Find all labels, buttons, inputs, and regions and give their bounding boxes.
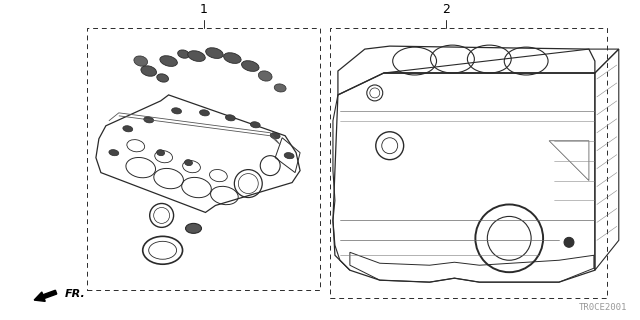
Ellipse shape	[172, 108, 182, 114]
Ellipse shape	[123, 126, 132, 132]
Text: 2: 2	[442, 4, 450, 16]
Text: TR0CE2001: TR0CE2001	[579, 303, 627, 312]
Ellipse shape	[241, 61, 259, 71]
Ellipse shape	[223, 53, 241, 63]
Ellipse shape	[157, 150, 164, 156]
Ellipse shape	[186, 223, 202, 233]
Text: 1: 1	[200, 4, 207, 16]
Ellipse shape	[184, 160, 193, 166]
Ellipse shape	[160, 56, 177, 66]
Ellipse shape	[157, 74, 168, 82]
Ellipse shape	[205, 48, 223, 59]
FancyArrow shape	[34, 290, 57, 301]
Ellipse shape	[188, 51, 205, 61]
Text: FR.: FR.	[65, 289, 86, 299]
Ellipse shape	[564, 237, 574, 247]
Ellipse shape	[274, 84, 286, 92]
Ellipse shape	[270, 133, 280, 139]
Ellipse shape	[144, 117, 154, 123]
Ellipse shape	[134, 56, 148, 66]
Ellipse shape	[141, 66, 157, 76]
Bar	[87, 28, 320, 290]
Ellipse shape	[250, 122, 260, 128]
Ellipse shape	[178, 50, 189, 58]
Ellipse shape	[109, 150, 119, 156]
Ellipse shape	[284, 153, 294, 159]
Ellipse shape	[225, 115, 236, 121]
Ellipse shape	[259, 71, 272, 81]
Bar	[330, 28, 607, 298]
Ellipse shape	[200, 110, 209, 116]
